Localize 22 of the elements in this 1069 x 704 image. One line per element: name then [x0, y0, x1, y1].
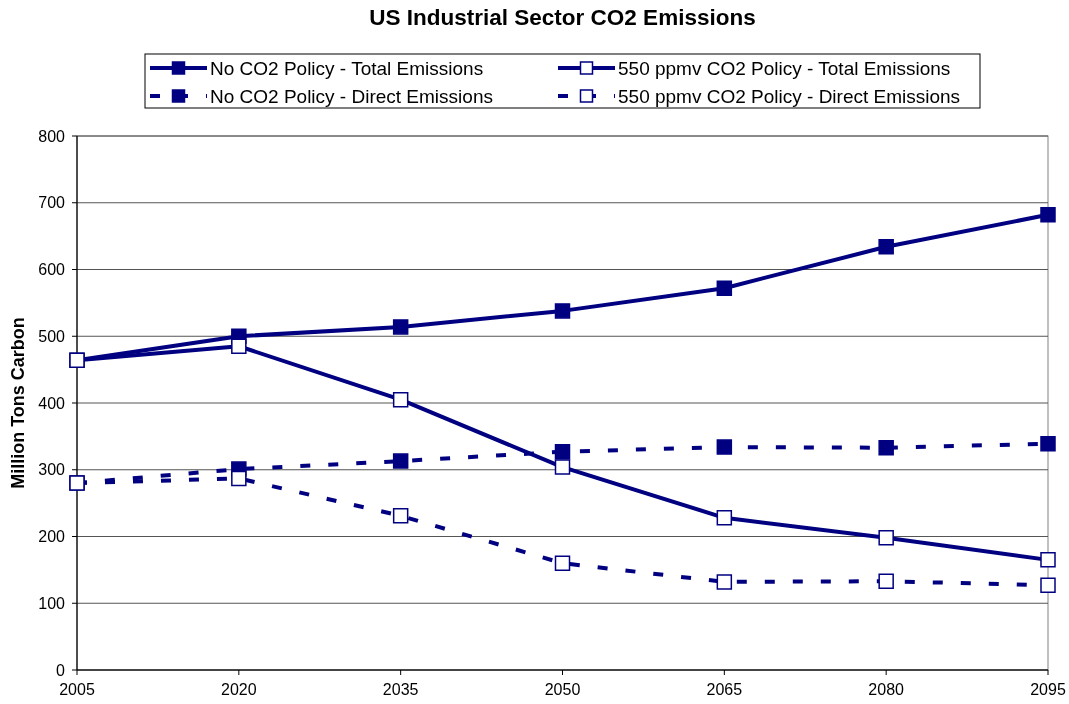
- x-tick-label: 2035: [382, 681, 419, 698]
- y-tick-label: 500: [38, 327, 66, 345]
- y-tick-label: 700: [38, 194, 66, 212]
- x-tick-label: 2080: [868, 681, 905, 698]
- y-tick-label: 300: [38, 461, 66, 479]
- legend-label: 550 ppmv CO2 Policy - Direct Emissions: [618, 85, 961, 107]
- y-tick-label: 600: [38, 261, 66, 279]
- x-tick-label: 2050: [544, 681, 581, 698]
- x-tick-label: 2020: [221, 681, 257, 698]
- legend-label: No CO2 Policy - Total Emissions: [210, 57, 484, 79]
- legend-label: 550 ppmv CO2 Policy - Total Emissions: [618, 57, 951, 79]
- x-tick-label: 2005: [59, 681, 95, 698]
- y-tick-label: 0: [56, 661, 66, 679]
- y-tick-label: 400: [38, 394, 66, 412]
- chart-title: US Industrial Sector CO2 Emissions: [369, 5, 756, 30]
- y-tick-label: 800: [38, 127, 66, 145]
- y-tick-label: 200: [38, 528, 66, 546]
- y-tick-label: 100: [38, 594, 66, 612]
- x-tick-label: 2065: [706, 681, 743, 698]
- y-axis-title: Million Tons Carbon: [8, 317, 28, 489]
- legend-label: No CO2 Policy - Direct Emissions: [210, 85, 493, 107]
- x-tick-label: 2095: [1030, 681, 1066, 698]
